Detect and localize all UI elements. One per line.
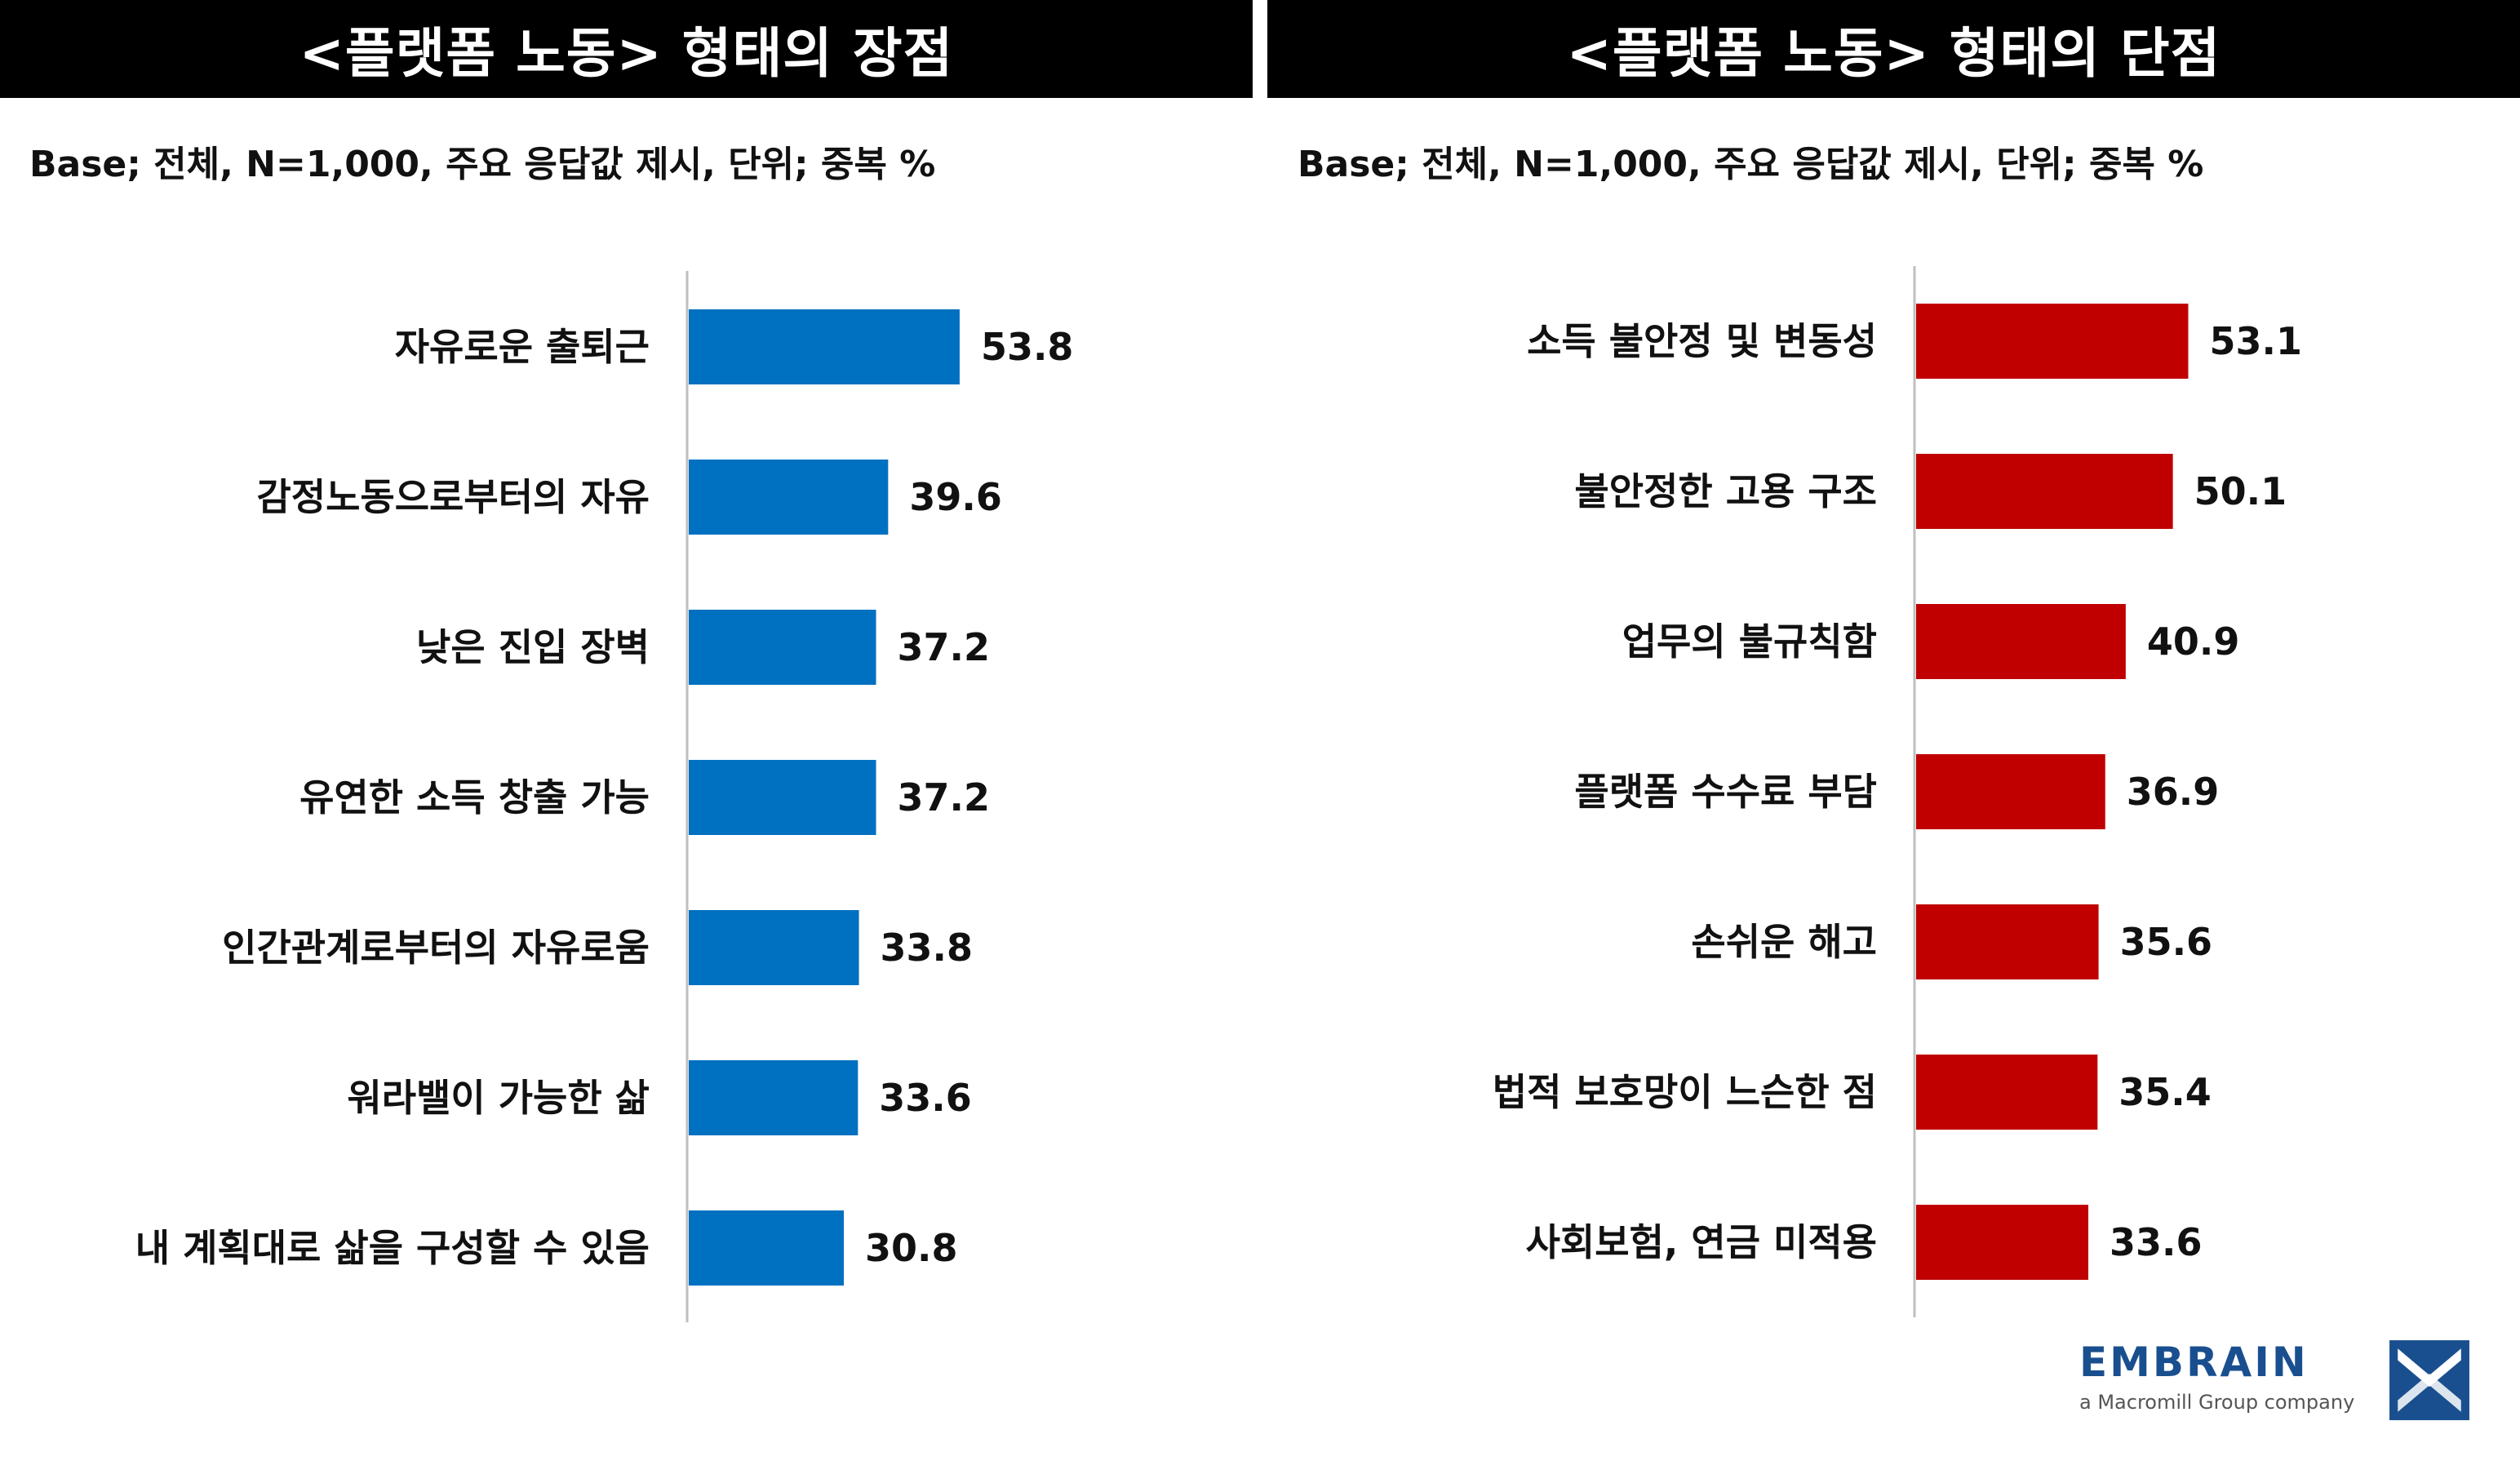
bar xyxy=(1916,904,2099,979)
bar xyxy=(1916,754,2105,829)
bar xyxy=(689,460,889,535)
bar xyxy=(689,309,960,384)
data-label: 37.2 xyxy=(898,775,991,819)
category-label: 낮은 진입 장벽 xyxy=(416,625,650,669)
bar xyxy=(1916,1205,2089,1280)
data-label: 35.4 xyxy=(2118,1070,2212,1114)
logo-wordmark: EMBRAIN xyxy=(2079,1339,2309,1386)
embrain-logo: EMBRAIN a Macromill Group company xyxy=(2079,1339,2471,1437)
advantages-bar-chart: 자유로운 출퇴근 53.8 감정노동으로부터의 자유 39.6 낮은 진입 장벽 37.2… xyxy=(135,271,1074,1322)
data-label: 50.1 xyxy=(2194,469,2287,513)
disadvantages-base-note: Base; 전체, N=1,000, 주요 응답값 제시, 단위; 중복 % xyxy=(1298,144,2204,185)
advantages-header: <플랫폼 노동> 형태의 장점 xyxy=(0,0,1253,98)
category-label: 유연한 소득 창출 가능 xyxy=(299,775,650,819)
category-label: 내 계획대로 삶을 구성할 수 있음 xyxy=(135,1226,650,1270)
data-label: 53.8 xyxy=(981,325,1074,369)
category-label: 불안정한 고용 구조 xyxy=(1574,469,1877,513)
bar xyxy=(689,910,859,985)
data-label: 30.8 xyxy=(865,1226,958,1270)
data-label: 35.6 xyxy=(2120,920,2213,964)
data-label: 33.8 xyxy=(881,926,974,970)
data-label: 39.6 xyxy=(909,475,1002,519)
data-label: 36.9 xyxy=(2127,770,2220,814)
category-label: 사회보험, 연금 미적용 xyxy=(1526,1220,1877,1264)
bar xyxy=(689,1210,845,1286)
category-label: 업무의 불규칙함 xyxy=(1622,620,1877,664)
category-label: 워라밸이 가능한 삶 xyxy=(347,1076,650,1120)
advantages-base-note: Base; 전체, N=1,000, 주요 응답값 제시, 단위; 중복 % xyxy=(29,144,936,185)
bar xyxy=(689,760,876,835)
category-label: 인간관계로부터의 자유로움 xyxy=(222,926,650,970)
data-label: 33.6 xyxy=(2110,1220,2203,1264)
bar xyxy=(1916,454,2173,529)
bar xyxy=(1916,604,2126,679)
category-label: 소득 불안정 및 변동성 xyxy=(1527,319,1877,363)
disadvantages-header: <플랫폼 노동> 형태의 단점 xyxy=(1267,0,2520,98)
bar xyxy=(689,610,876,685)
logo-tagline: a Macromill Group company xyxy=(2079,1391,2355,1414)
category-label: 감정노동으로부터의 자유 xyxy=(256,475,650,519)
data-label: 37.2 xyxy=(898,625,991,669)
category-label: 플랫폼 수수료 부담 xyxy=(1574,770,1877,814)
data-label: 33.6 xyxy=(879,1076,972,1120)
category-label: 손쉬운 해고 xyxy=(1691,920,1877,964)
bar xyxy=(1916,304,2189,379)
data-label: 40.9 xyxy=(2147,620,2240,664)
category-label: 자유로운 출퇴근 xyxy=(395,325,650,369)
category-label: 법적 보호망이 느슨한 점 xyxy=(1493,1070,1877,1114)
embrain-logo-icon xyxy=(2389,1340,2469,1420)
bar xyxy=(689,1060,858,1135)
bar xyxy=(1916,1055,2098,1130)
data-label: 53.1 xyxy=(2209,319,2302,363)
